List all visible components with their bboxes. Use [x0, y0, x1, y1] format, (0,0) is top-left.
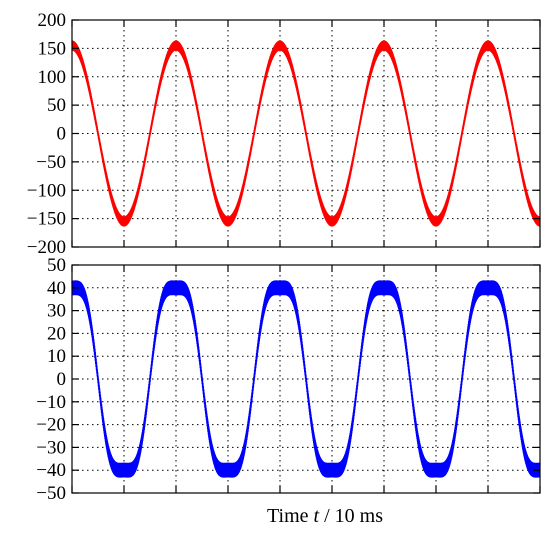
top-y-tick-label-5: 50	[47, 95, 66, 116]
x-axis-label-suffix: / 10 ms	[319, 505, 383, 527]
bottom-y-tick-label-4: −10	[36, 392, 66, 413]
bottom-y-tick-label-9: 40	[47, 278, 66, 299]
top-series-0-line	[71, 40, 541, 227]
bottom-series-0-line	[71, 280, 541, 478]
top-y-tick-label-4: 0	[57, 124, 67, 145]
bottom-y-tick-label-5: 0	[57, 369, 67, 390]
x-axis-label-prefix: Time	[267, 505, 314, 527]
top-y-tick-label-0: −200	[27, 237, 66, 258]
top-y-tick-label-3: −50	[36, 152, 66, 173]
bottom-y-tick-label-2: −30	[36, 437, 66, 458]
top-y-tick-label-8: 200	[38, 10, 67, 31]
bottom-y-tick-label-8: 30	[47, 301, 66, 322]
top-y-tick-label-7: 150	[38, 38, 67, 59]
bottom-y-tick-label-10: 50	[47, 255, 66, 276]
bottom-y-tick-label-0: −50	[36, 483, 66, 504]
top-y-tick-label-6: 100	[38, 67, 67, 88]
bottom-y-tick-label-3: −20	[36, 415, 66, 436]
top-panel: −200 −150 −100 −50 0 50 100 150 200	[27, 10, 541, 258]
top-y-tick-label-1: −150	[27, 209, 66, 230]
x-axis-label-variable: t	[314, 505, 320, 527]
bottom-y-tick-label-7: 20	[47, 323, 66, 344]
bottom-y-tick-label-6: 10	[47, 346, 66, 367]
top-y-tick-label-2: −100	[27, 180, 66, 201]
bottom-y-tick-label-1: −40	[36, 460, 66, 481]
x-axis-label: Time t / 10 ms	[267, 505, 383, 527]
